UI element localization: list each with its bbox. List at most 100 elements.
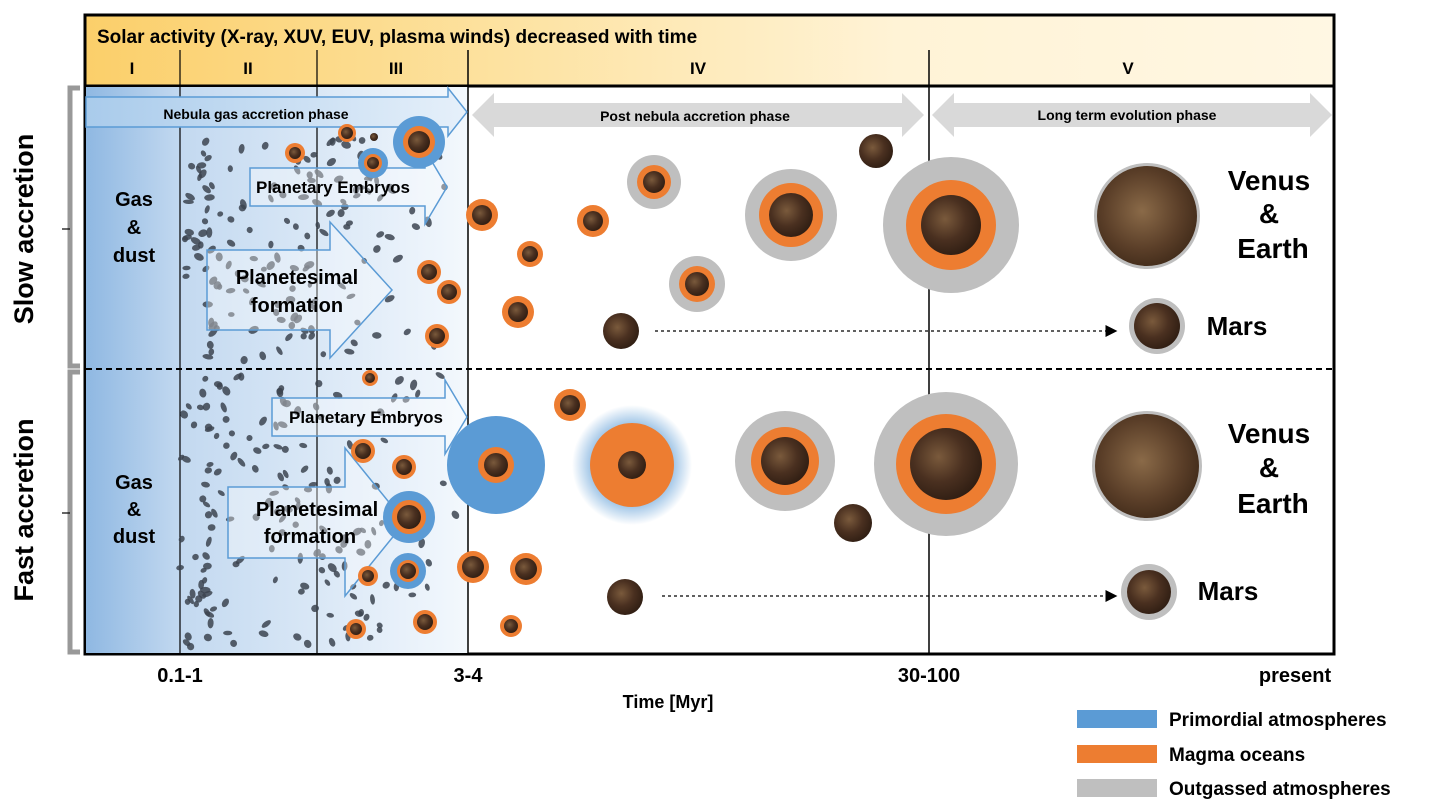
dust-particle [415,389,421,398]
planet [346,619,366,639]
dust-particle [237,457,246,467]
dust-particle [268,240,274,249]
planet [447,416,545,514]
dust-particle [352,185,360,194]
dust-particle [204,467,212,474]
dust-particle [363,613,370,621]
planet [1094,163,1200,269]
dust-particle [272,576,278,584]
dust-particle [220,402,227,413]
dust-particle [256,281,266,288]
dust-particle [196,404,204,411]
planet [425,324,449,348]
dust-particle [246,434,253,442]
dust-particle [207,524,216,531]
dust-particle [211,508,218,518]
planet [413,610,437,634]
dust-particle [278,514,287,523]
dust-particle [341,140,351,149]
dust-particle [232,561,240,568]
dust-particle [380,437,389,444]
dust-particle [303,486,313,493]
tick-present: present [1259,665,1332,687]
nebula-phase-arrow [85,85,468,139]
dust-particle [246,226,253,234]
dust-particle [184,228,195,236]
dust-particle [403,328,411,336]
dust-particle [319,525,328,534]
dust-particle [311,604,319,613]
dust-particle [344,348,355,355]
dust-particle [204,426,215,432]
dust-particle [281,445,289,453]
dust-particle [451,510,460,519]
dust-particle [435,372,445,379]
dust-particle [180,410,189,419]
dust-particle [200,150,207,157]
dust-particle [307,281,313,288]
dust-particle [290,312,299,322]
dust-particle [268,545,275,553]
dust-particle [208,348,215,356]
dust-particle [394,376,404,385]
dust-particle [418,538,426,549]
planet [517,241,543,267]
dust-particle [299,442,308,449]
dust-particle [372,332,382,339]
stage-II: II [243,59,252,78]
tick-0.1-1: 0.1-1 [157,665,203,687]
dust-particle [308,332,316,340]
dust-particle [203,562,212,570]
planet [457,551,489,583]
planetesimal-arrow-bottom [227,445,406,599]
dust-particle [185,192,195,201]
planet [745,169,837,261]
dust-particle [312,199,323,207]
dust-particle [202,501,211,508]
dust-particle [439,480,447,487]
dust-particle [373,245,381,253]
dust-particle [264,497,273,508]
dust-particle [191,244,201,251]
dust-particle [300,582,310,590]
dust-particle [222,415,230,423]
planet-bodies [285,116,1202,639]
planet [577,205,609,237]
planet [390,553,426,589]
dust-particle [283,217,291,224]
dust-particle [184,598,191,605]
dust-particle [185,403,192,410]
dust-particle [261,620,271,628]
dust-particle [361,257,367,264]
planet [883,157,1019,293]
dust-particle [349,593,358,600]
dust-particle [350,339,358,347]
legend-swatch-magma [1077,745,1157,763]
post-nebula-phase-arrow [472,93,924,137]
dust-particle [303,639,312,648]
dust-particle [326,158,336,167]
dust-particle [269,490,280,496]
dust-particle [184,632,192,641]
dust-particle [223,442,230,449]
dust-particle [340,540,348,548]
dust-particle [333,570,340,578]
dust-particle [319,228,329,237]
dust-particle [198,169,207,179]
planet [1129,298,1185,354]
amp-label-top: & [127,217,141,239]
dust-particle [182,265,191,271]
dust-particle [293,633,302,641]
tick-30-100: 30-100 [898,665,960,687]
dust-particle [314,169,324,178]
planet [572,405,692,525]
planet [466,199,498,231]
tick-3-4: 3-4 [454,665,484,687]
dust-particle [292,521,299,528]
dust-particle [308,481,318,488]
nebula-phase-label: Nebula gas accretion phase [163,106,348,122]
dust-particle [238,204,246,212]
long-term-phase-arrow [932,93,1332,137]
dust-particle [249,297,255,306]
dust-particle [213,468,222,476]
